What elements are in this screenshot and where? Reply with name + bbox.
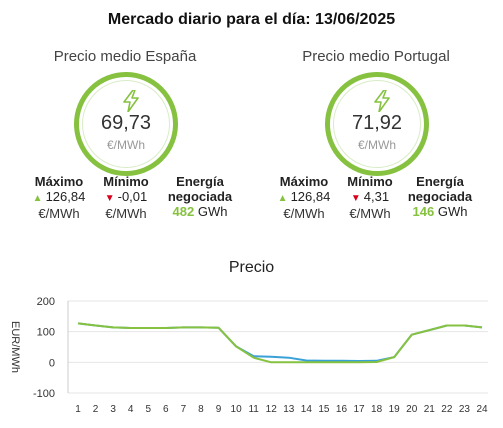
avg-price-value: 69,73 xyxy=(100,112,152,134)
x-tick-label: 21 xyxy=(424,404,436,415)
energy-unit: GWh xyxy=(197,204,228,219)
x-tick-label: 13 xyxy=(283,404,295,415)
series-line xyxy=(77,322,483,362)
x-tick-label: 23 xyxy=(459,404,471,415)
max-unit: €/MWh xyxy=(38,206,80,221)
chart-title: Precio xyxy=(228,259,275,276)
x-tick-label: 2 xyxy=(93,404,99,415)
x-tick-label: 14 xyxy=(301,404,313,415)
y-axis-label: EUR/MWh xyxy=(9,321,21,373)
page-title: Mercado diario para el día: 13/06/2025 xyxy=(107,11,396,28)
max-label: Máximo xyxy=(34,174,84,189)
x-tick-label: 15 xyxy=(318,404,330,415)
x-tick-label: 4 xyxy=(128,404,134,415)
energy-unit: GWh xyxy=(437,204,468,219)
x-tick-label: 22 xyxy=(441,404,453,415)
x-tick-label: 3 xyxy=(110,404,116,415)
x-tick-label: 10 xyxy=(231,404,243,415)
y-tick-label: 100 xyxy=(37,327,55,339)
avg-price-unit: €/MWh xyxy=(106,138,145,152)
triangle-up-icon: ▲ xyxy=(277,193,288,204)
min-value: -0,01 xyxy=(117,189,148,204)
x-tick-label: 16 xyxy=(336,404,348,415)
x-tick-label: 7 xyxy=(181,404,187,415)
y-tick-label: 0 xyxy=(49,357,55,369)
min-stat: Mínimo ▼ -0,01 €/MWh xyxy=(96,174,156,221)
energy-label: Energía xyxy=(416,174,464,189)
max-label: Máximo xyxy=(279,174,329,189)
x-tick-label: 6 xyxy=(163,404,169,415)
lightning-bolt-icon xyxy=(123,90,139,112)
energy-stat: Energía negociada 482 GWh xyxy=(160,174,240,219)
x-tick-label: 12 xyxy=(266,404,278,415)
triangle-down-icon: ▼ xyxy=(350,193,361,204)
triangle-down-icon: ▼ xyxy=(104,193,115,204)
x-tick-label: 20 xyxy=(406,404,418,415)
series-line xyxy=(77,322,483,364)
x-tick-label: 19 xyxy=(389,404,401,415)
x-tick-label: 5 xyxy=(145,404,151,415)
max-stat: Máximo ▲ 126,84 €/MWh xyxy=(28,174,90,221)
energy-label: Energía xyxy=(176,174,224,189)
min-stat: Mínimo ▼ 4,31 €/MWh xyxy=(340,174,400,221)
x-tick-label: 18 xyxy=(371,404,383,415)
triangle-up-icon: ▲ xyxy=(32,193,43,204)
max-value: 126,84 xyxy=(290,189,331,204)
x-tick-label: 11 xyxy=(248,404,259,415)
avg-price-unit: €/MWh xyxy=(357,138,396,152)
avg-price-gauge: 71,92 €/MWh xyxy=(325,72,429,176)
min-label: Mínimo xyxy=(103,174,149,189)
min-value: 4,31 xyxy=(363,189,390,204)
market-name: Precio medio España xyxy=(53,48,197,65)
max-stat: Máximo ▲ 126,84 €/MWh xyxy=(273,174,335,221)
x-tick-label: 9 xyxy=(216,404,222,415)
market-name: Precio medio Portugal xyxy=(302,48,450,65)
energy-label-2: negociada xyxy=(407,189,473,204)
x-tick-label: 24 xyxy=(476,404,488,415)
min-unit: €/MWh xyxy=(349,206,391,221)
max-value: 126,84 xyxy=(45,189,86,204)
gauge-inner-ring xyxy=(82,80,170,168)
x-tick-label: 17 xyxy=(353,404,365,415)
avg-price-value: 71,92 xyxy=(351,112,403,134)
lightning-bolt-icon xyxy=(374,90,390,112)
x-tick-label: 1 xyxy=(75,404,81,415)
energy-value: 482 xyxy=(172,204,195,219)
energy-value: 146 xyxy=(412,204,435,219)
avg-price-gauge: 69,73 €/MWh xyxy=(74,72,178,176)
energy-stat: Energía negociada 146 GWh xyxy=(400,174,480,219)
energy-label-2: negociada xyxy=(167,189,233,204)
y-tick-label: 200 xyxy=(37,296,55,308)
min-label: Mínimo xyxy=(347,174,393,189)
y-tick-label: -100 xyxy=(33,388,55,400)
gauge-inner-ring xyxy=(333,80,421,168)
min-unit: €/MWh xyxy=(105,206,147,221)
max-unit: €/MWh xyxy=(283,206,325,221)
x-tick-label: 8 xyxy=(198,404,204,415)
